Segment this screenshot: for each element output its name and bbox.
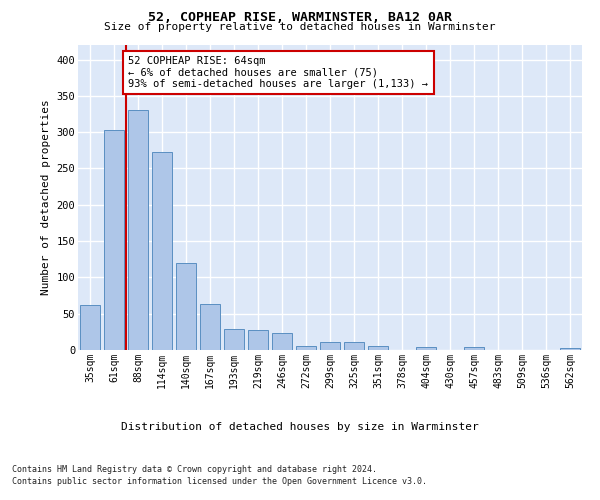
- Bar: [176, 263, 196, 350]
- Bar: [272, 332, 292, 350]
- Bar: [224, 329, 244, 350]
- Bar: [560, 348, 580, 350]
- Bar: [200, 304, 220, 350]
- Text: 52, COPHEAP RISE, WARMINSTER, BA12 0AR: 52, COPHEAP RISE, WARMINSTER, BA12 0AR: [148, 11, 452, 24]
- Bar: [80, 305, 100, 350]
- Y-axis label: Number of detached properties: Number of detached properties: [41, 100, 51, 296]
- Text: Contains public sector information licensed under the Open Government Licence v3: Contains public sector information licen…: [12, 478, 427, 486]
- Bar: [464, 347, 484, 350]
- Text: Contains HM Land Registry data © Crown copyright and database right 2024.: Contains HM Land Registry data © Crown c…: [12, 465, 377, 474]
- Bar: [248, 330, 268, 350]
- Bar: [368, 346, 388, 350]
- Bar: [344, 342, 364, 350]
- Bar: [128, 110, 148, 350]
- Bar: [296, 346, 316, 350]
- Bar: [320, 342, 340, 350]
- Text: Distribution of detached houses by size in Warminster: Distribution of detached houses by size …: [121, 422, 479, 432]
- Bar: [104, 130, 124, 350]
- Text: Size of property relative to detached houses in Warminster: Size of property relative to detached ho…: [104, 22, 496, 32]
- Bar: [152, 152, 172, 350]
- Bar: [416, 347, 436, 350]
- Text: 52 COPHEAP RISE: 64sqm
← 6% of detached houses are smaller (75)
93% of semi-deta: 52 COPHEAP RISE: 64sqm ← 6% of detached …: [128, 56, 428, 89]
